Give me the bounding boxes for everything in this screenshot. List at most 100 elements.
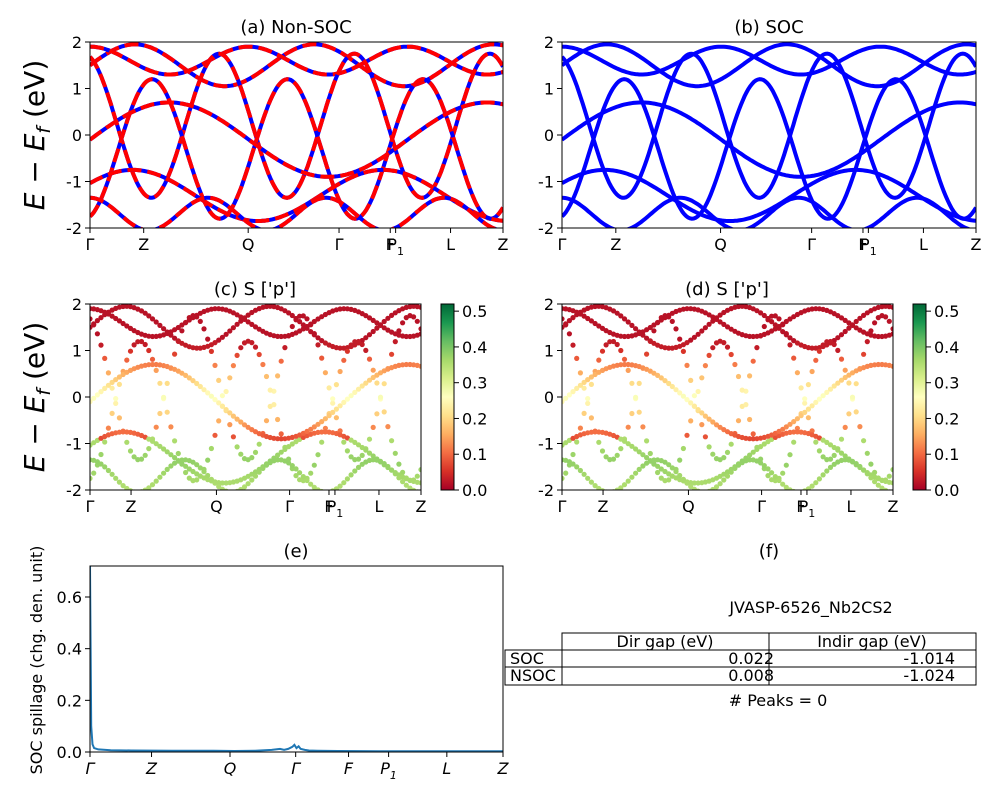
point (813, 480, 819, 486)
point (772, 326, 778, 332)
point (175, 450, 181, 457)
point (655, 469, 661, 476)
colorbar-tick-label: 0.4 (462, 338, 487, 357)
point (695, 407, 701, 413)
point (673, 469, 679, 475)
point (838, 450, 845, 456)
point (131, 454, 137, 460)
y-tick-label: -2 (538, 219, 554, 238)
point (363, 447, 369, 453)
point (831, 444, 837, 451)
point (149, 316, 156, 322)
y-tick-label: 0.6 (57, 588, 82, 607)
point (772, 313, 778, 319)
point (190, 459, 196, 465)
point (227, 410, 233, 416)
point (853, 409, 859, 415)
point (194, 477, 200, 483)
point (824, 339, 830, 345)
point (315, 487, 321, 490)
y-tick-label: 0.4 (57, 640, 82, 659)
point (717, 312, 723, 318)
point (791, 439, 797, 445)
point (688, 377, 694, 383)
band-soc-6 (562, 100, 976, 179)
point (138, 456, 145, 462)
point (585, 396, 591, 402)
point (868, 461, 874, 467)
point (721, 477, 727, 483)
point (219, 334, 225, 340)
point (872, 320, 878, 326)
point (300, 313, 306, 319)
point (883, 304, 889, 309)
band-soc-0 (562, 42, 976, 89)
point (172, 455, 178, 461)
x-tick-label-4: F (386, 235, 395, 254)
x-tick-label-7: Z (498, 235, 509, 254)
point (853, 318, 859, 325)
point (603, 454, 609, 460)
point (776, 477, 782, 484)
point (249, 321, 255, 327)
point (691, 403, 698, 409)
point (322, 429, 328, 435)
point (706, 444, 712, 450)
point (655, 463, 661, 469)
point (747, 457, 753, 463)
colorbar-tick-label: 0.0 (462, 481, 487, 500)
row-soc-label: SOC (510, 649, 544, 668)
point (835, 380, 841, 386)
point (581, 379, 587, 385)
point (772, 474, 778, 480)
point (706, 352, 712, 358)
point (592, 304, 598, 310)
point (614, 341, 620, 348)
point (783, 318, 789, 325)
point (374, 380, 380, 386)
point (337, 345, 343, 351)
point (853, 461, 859, 467)
point (216, 337, 222, 343)
point (308, 481, 314, 487)
point (418, 326, 421, 332)
point (633, 326, 639, 332)
point (149, 361, 156, 368)
point (747, 416, 753, 423)
point (838, 436, 845, 442)
x-tick-label-5: P1 (327, 497, 344, 520)
point (289, 441, 295, 447)
point (581, 410, 587, 416)
point (592, 429, 598, 435)
point (713, 484, 720, 490)
point (333, 382, 339, 388)
point (621, 438, 628, 444)
point (300, 326, 306, 332)
point (234, 444, 240, 450)
point (153, 441, 159, 447)
point (105, 467, 111, 474)
point (588, 374, 595, 380)
point (208, 348, 214, 354)
point (102, 439, 108, 445)
point (234, 416, 240, 422)
point (263, 304, 270, 310)
point (245, 481, 251, 487)
point (149, 356, 156, 362)
point (783, 424, 789, 430)
point (297, 470, 303, 476)
x-tick-label-5: P1 (387, 235, 404, 258)
point (621, 482, 628, 488)
point (370, 374, 376, 381)
point (783, 462, 789, 468)
colorbar-tick-label: 0.1 (934, 445, 959, 464)
point (418, 304, 421, 310)
point (721, 340, 727, 346)
point (691, 486, 697, 490)
point (172, 351, 178, 357)
point (574, 464, 580, 470)
point (234, 352, 240, 358)
axes-frame-e (89, 565, 504, 753)
point (636, 466, 642, 472)
bands-b (562, 42, 976, 228)
